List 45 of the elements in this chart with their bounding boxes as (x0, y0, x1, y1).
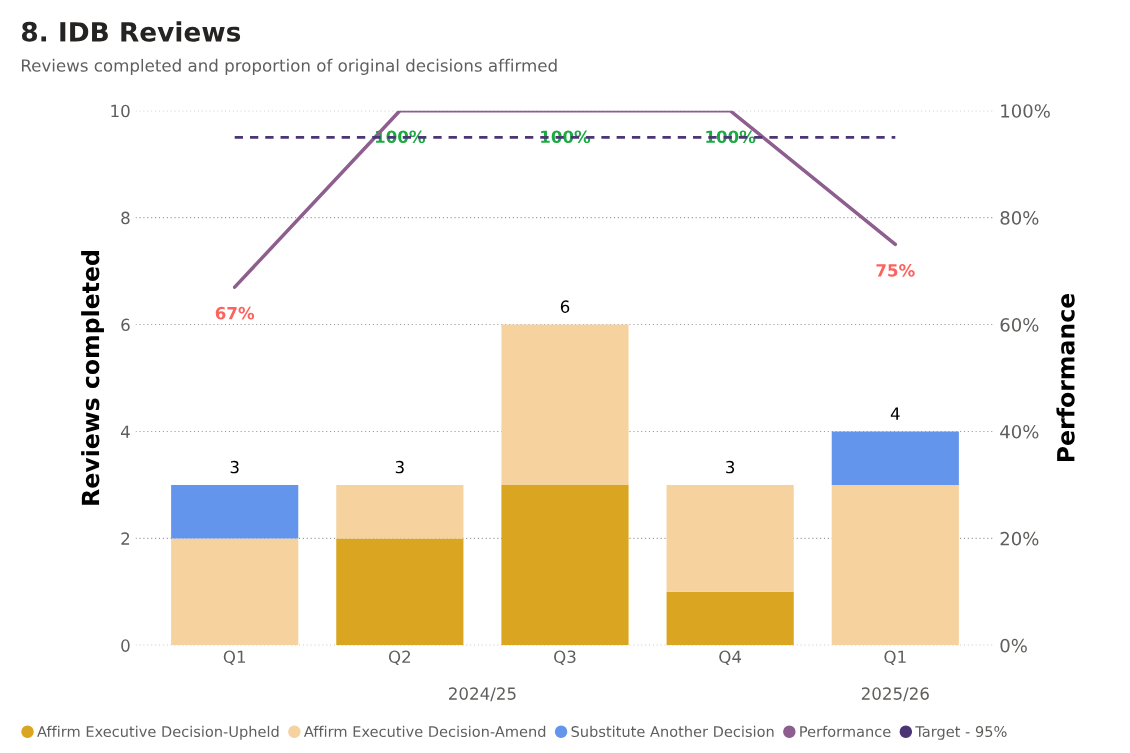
y2-axis-title: Performance (1056, 293, 1075, 462)
y-tick-label: 4 (120, 425, 130, 438)
bar (171, 538, 299, 646)
y-tick-label: 2 (121, 532, 130, 545)
y-tick-label: 0 (121, 639, 130, 652)
total-label: 4 (890, 407, 900, 420)
y2-tick-label: 20% (1000, 531, 1039, 546)
x-tick-label: Q1 (223, 650, 246, 665)
legend-label: Performance (800, 725, 891, 738)
y-tick-label: 10 (111, 104, 130, 118)
y2-tick-label: 60% (1000, 318, 1039, 332)
x-tick-label: Q4 (719, 650, 742, 665)
bar (336, 484, 464, 539)
total-label: 3 (726, 460, 735, 474)
x-tick-label: Q2 (388, 650, 411, 665)
text: 2024/25 (449, 687, 516, 702)
legend-label: Affirm Executive Decision-Upheld (37, 725, 279, 740)
data-label: 67% (215, 306, 255, 320)
y2-tick-label: 100% (1001, 104, 1050, 118)
total-label: 3 (395, 460, 404, 474)
bar (336, 538, 464, 646)
bar (501, 324, 629, 485)
bar (666, 484, 794, 592)
legend-label: Substitute Another Decision (571, 725, 774, 738)
bar (666, 591, 794, 646)
bar (501, 484, 629, 646)
legend-label: Target - 95% (915, 726, 1007, 740)
total-label: 6 (560, 300, 570, 313)
y-axis-title: Reviews completed (81, 251, 104, 505)
x-tick-label: Q3 (554, 650, 576, 665)
y2-tick-label: 40% (1000, 424, 1039, 439)
y2-tick-label: 0% (1000, 638, 1027, 653)
bar (831, 484, 959, 646)
y-tick-label: 8 (121, 211, 130, 225)
data-label: 75% (876, 264, 915, 277)
legend-label: Affirm Executive Decision-Amend (303, 725, 546, 738)
text: 2025/26 (861, 687, 929, 702)
y2-tick-label: 80% (1000, 211, 1039, 225)
total-label: 3 (230, 460, 239, 474)
chart-subtitle: Reviews completed and proportion of original decisions affirmed (21, 58, 557, 75)
chart-title: 8. IDB Reviews (21, 21, 241, 42)
bar (171, 484, 299, 539)
bar (831, 431, 959, 485)
x-tick-label: Q1 (884, 650, 906, 665)
y-tick-label: 6 (121, 318, 130, 332)
